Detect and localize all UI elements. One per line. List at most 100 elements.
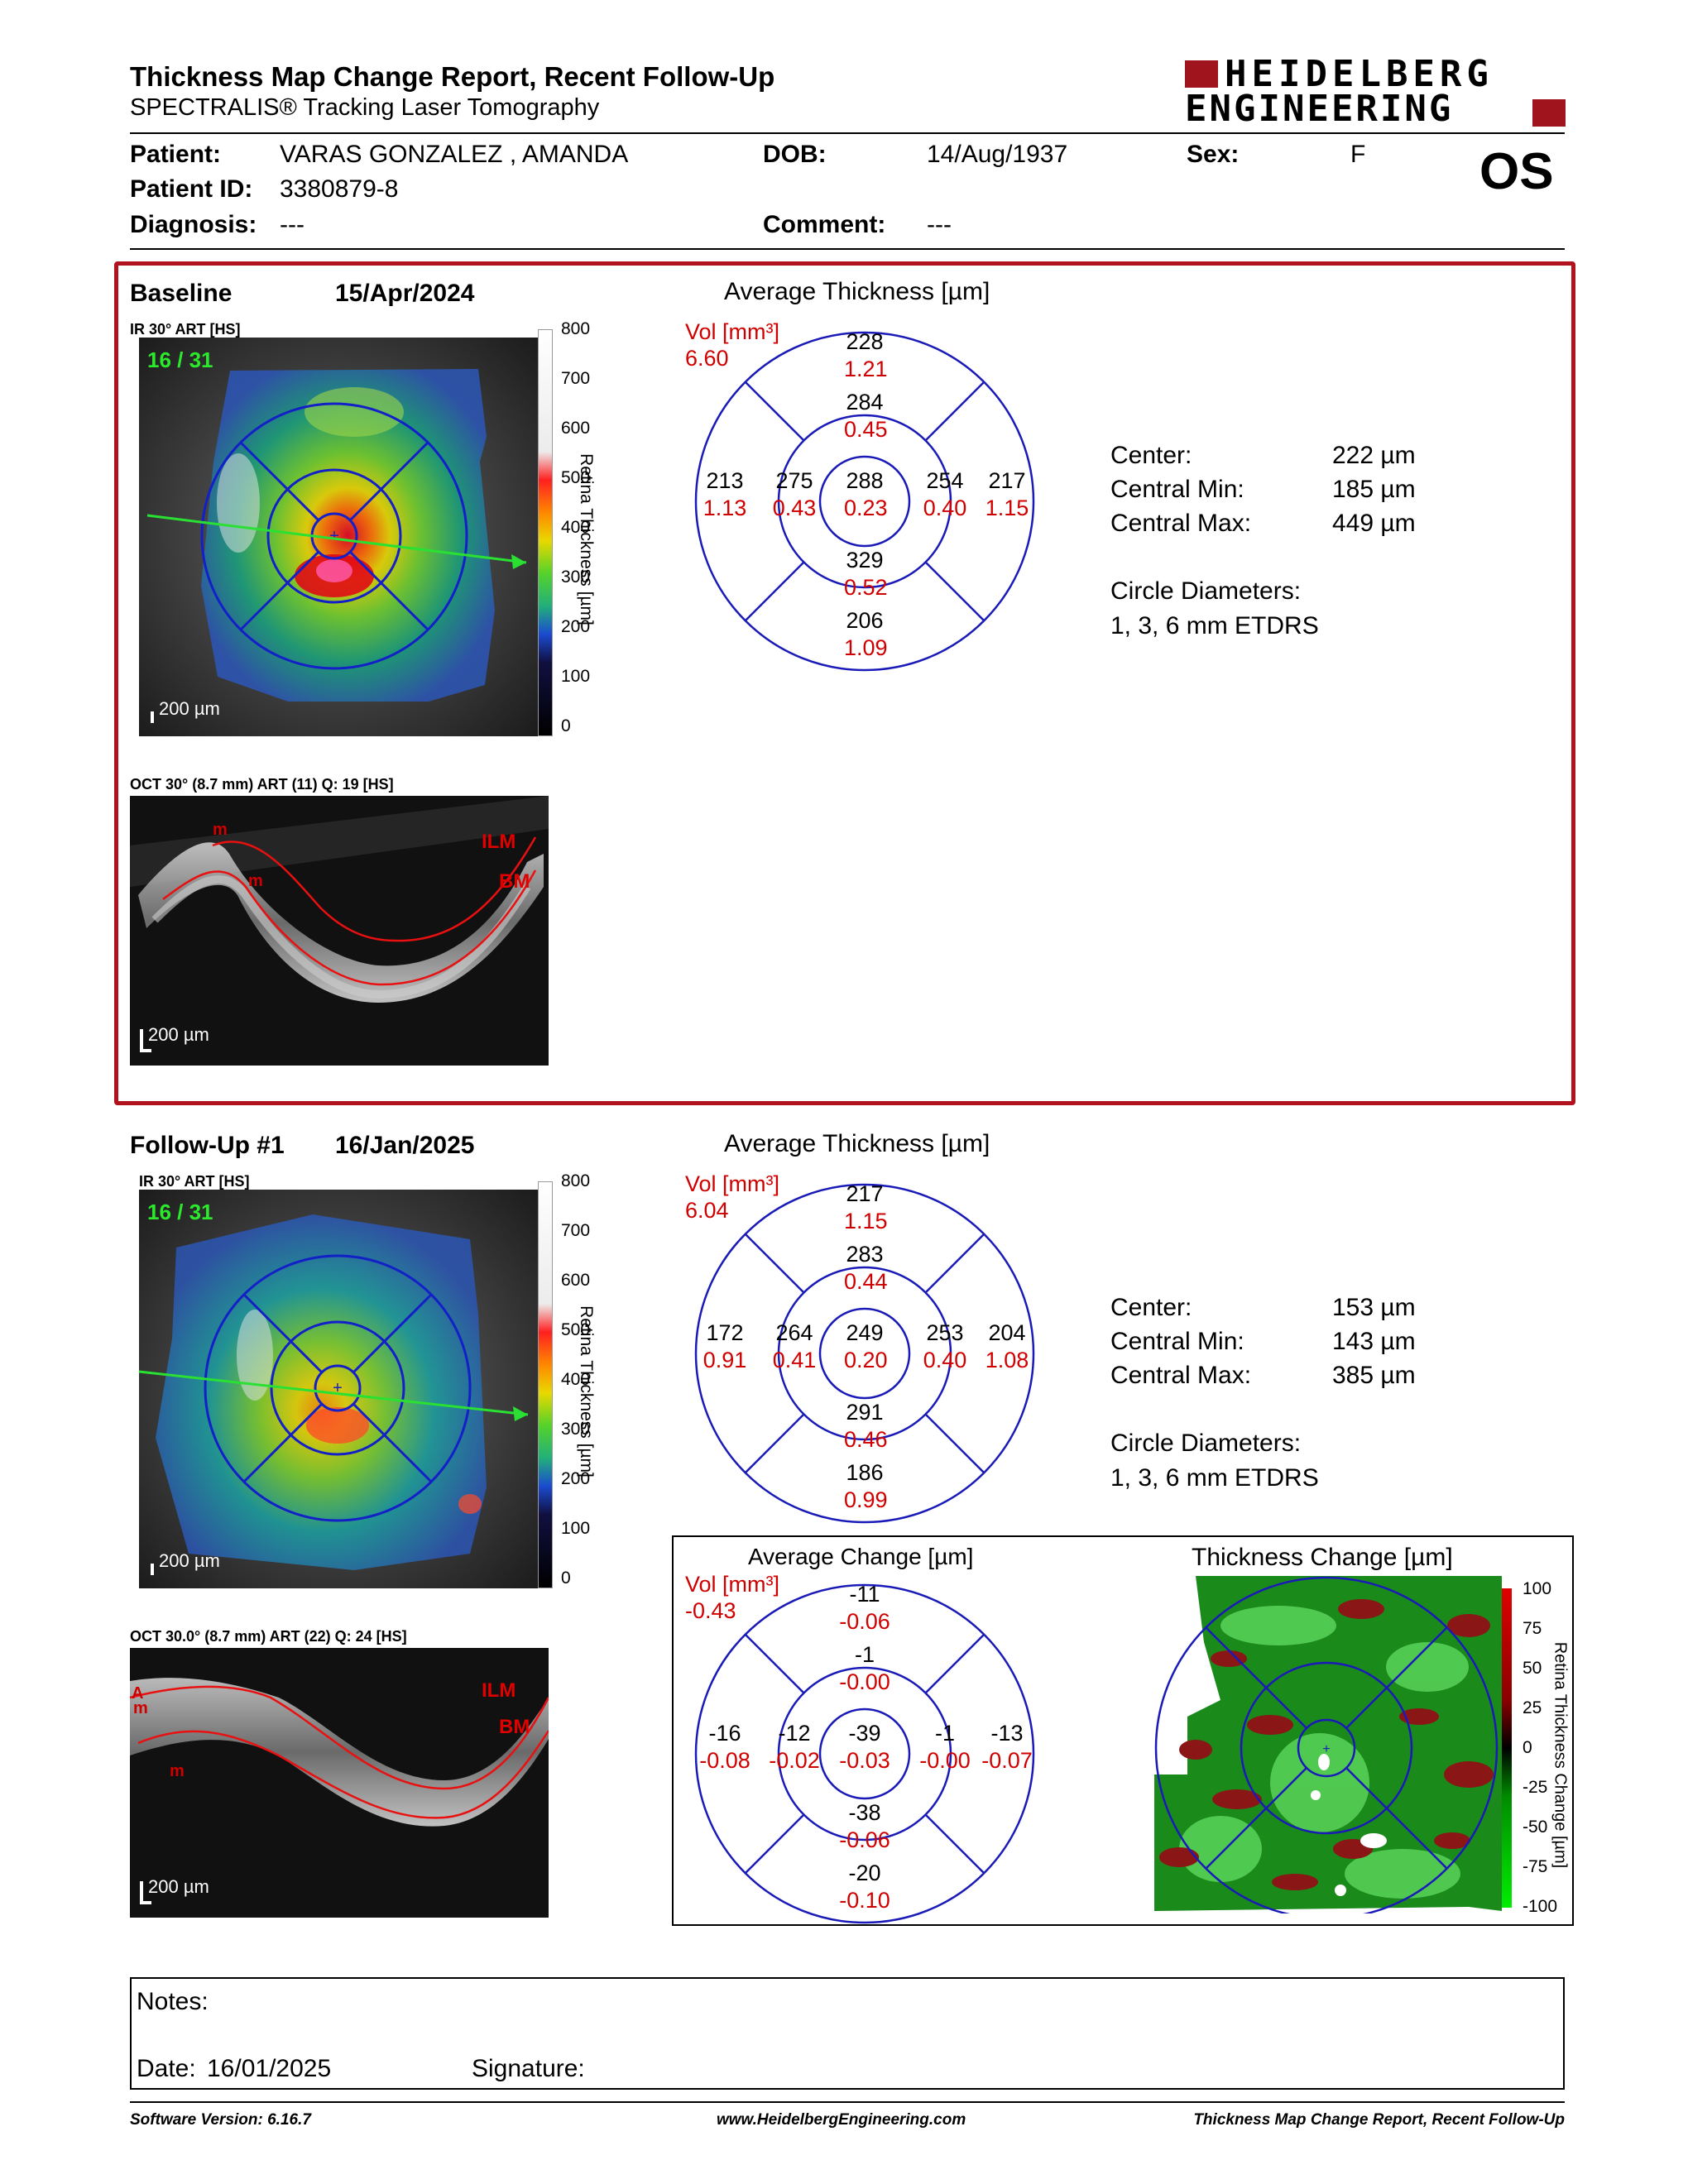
circle-label: Circle Diameters: <box>1110 1430 1302 1457</box>
baseline-scale-tick: 400 <box>561 518 591 537</box>
change-scale-tick: -50 <box>1523 1818 1548 1837</box>
followup-oct-m1: m <box>133 1699 148 1717</box>
baseline-scale-tick: 700 <box>561 369 591 388</box>
followup-scale-tick: 100 <box>561 1519 591 1538</box>
grid-value: 172 <box>706 1320 744 1345</box>
baseline-vol-total: 6.60 <box>685 346 729 371</box>
grid-volume: 0.40 <box>923 1348 967 1372</box>
grid-volume: 0.46 <box>844 1427 888 1452</box>
followup-scale-tick: 0 <box>561 1569 571 1588</box>
grid-volume: -0.08 <box>699 1748 750 1773</box>
patient-label: Patient: <box>130 141 222 168</box>
grid-value: 329 <box>846 548 884 572</box>
grid-value: -1 <box>854 1642 875 1667</box>
baseline-oct-scale: 200 µm <box>148 1024 209 1045</box>
grid-value: 275 <box>775 468 813 493</box>
grid-value: 217 <box>846 1181 884 1206</box>
grid-value: 204 <box>988 1320 1026 1345</box>
grid-value: 228 <box>846 329 884 354</box>
grid-volume: 1.15 <box>985 496 1029 520</box>
stat-value: 185 µm <box>1332 476 1416 503</box>
grid-value: 264 <box>775 1320 813 1345</box>
footer-website-link[interactable]: www.HeidelbergEngineering.com <box>717 2111 966 2129</box>
baseline-oct-m1: m <box>213 821 228 839</box>
followup-oct-scale: 200 µm <box>148 1876 209 1897</box>
baseline-ir-scale: 200 µm <box>159 698 220 719</box>
diagnosis-label: Diagnosis: <box>130 211 257 238</box>
eye-label: OS <box>1479 143 1554 200</box>
patient-name: VARAS GONZALEZ , AMANDA <box>280 141 629 168</box>
followup-scale-tick: 500 <box>561 1320 591 1339</box>
change-scale-tick: -75 <box>1523 1857 1548 1876</box>
grid-volume: -0.00 <box>919 1748 971 1773</box>
diagnosis-value: --- <box>280 211 305 238</box>
grid-volume: 1.21 <box>844 357 888 381</box>
followup-oct-ilm: ILM <box>482 1679 516 1702</box>
followup-oct-bm: BM <box>499 1716 530 1738</box>
grid-volume: 0.41 <box>772 1348 817 1372</box>
grid-volume: 1.09 <box>844 635 888 660</box>
grid-value: -13 <box>990 1721 1024 1746</box>
grid-value: -11 <box>849 1582 880 1607</box>
grid-volume: 0.91 <box>703 1348 747 1372</box>
grid-volume: 0.99 <box>844 1487 888 1512</box>
baseline-scale-tick: 200 <box>561 617 591 636</box>
baseline-colorbar <box>538 329 553 736</box>
baseline-scale-tick: 100 <box>561 667 591 686</box>
grid-value: -16 <box>708 1721 741 1746</box>
footer-rule <box>130 2101 1565 2103</box>
change-colorbar <box>1502 1588 1512 1908</box>
baseline-oct-image: m m ILM BM 200 µm <box>130 796 549 1066</box>
header-rule <box>130 132 1565 134</box>
grid-value: 206 <box>846 608 884 633</box>
change-scale-tick: 0 <box>1523 1738 1532 1757</box>
brand-logo: HEIDELBERG ENGINEERING <box>1185 53 1566 132</box>
grid-volume: 0.23 <box>844 496 888 520</box>
baseline-grid-title: Average Thickness [µm] <box>724 278 990 305</box>
grid-value: -39 <box>848 1721 881 1746</box>
followup-scale-tick: 400 <box>561 1370 591 1389</box>
followup-vol-label: Vol [mm³] <box>685 1171 780 1196</box>
baseline-scale-label: Retina Thickness [µm] <box>577 453 596 625</box>
baseline-oct-ilm: ILM <box>482 831 516 853</box>
change-scale-tick: 50 <box>1523 1659 1542 1678</box>
footer-software-version: Software Version: 6.16.7 <box>130 2111 311 2129</box>
grid-volume: -0.06 <box>839 1609 890 1634</box>
followup-scale-tick: 600 <box>561 1271 591 1290</box>
notes-box[interactable] <box>130 1977 1565 2090</box>
followup-date: 16/Jan/2025 <box>335 1132 475 1159</box>
grid-volume: 1.08 <box>985 1348 1029 1372</box>
change-scale-tick: 100 <box>1523 1579 1552 1598</box>
thickness-change-map: + <box>1154 1576 1502 1913</box>
grid-volume: 0.20 <box>844 1348 888 1372</box>
stat-value: 385 µm <box>1332 1362 1416 1389</box>
baseline-label: Baseline <box>130 280 233 307</box>
baseline-scale-tick: 800 <box>561 319 591 338</box>
baseline-date: 15/Apr/2024 <box>335 280 475 307</box>
baseline-vol-label: Vol [mm³] <box>685 319 780 344</box>
baseline-scale-tick: 0 <box>561 716 571 735</box>
signature-label: Signature: <box>472 2055 585 2082</box>
grid-volume: -0.07 <box>981 1748 1033 1773</box>
baseline-scale-tick: 500 <box>561 468 591 487</box>
grid-value: 253 <box>926 1320 964 1345</box>
baseline-scale-tick: 300 <box>561 568 591 587</box>
grid-value: 249 <box>846 1320 884 1345</box>
followup-scale-tick: 800 <box>561 1171 591 1190</box>
notes-date-label: Date: <box>137 2055 196 2082</box>
baseline-ir-scale-bar <box>151 711 154 723</box>
change-scale-tick: -100 <box>1523 1897 1558 1916</box>
patient-rule <box>130 248 1565 250</box>
stat-label: Central Min: <box>1110 1328 1244 1355</box>
followup-scale-label: Retina Thickness [µm] <box>577 1305 596 1478</box>
baseline-oct-caption: OCT 30° (8.7 mm) ART (11) Q: 19 [HS] <box>130 776 394 793</box>
grid-volume: -0.06 <box>839 1827 890 1852</box>
change-panel <box>672 1535 1574 1926</box>
change-vol-label: Vol [mm³] <box>685 1572 780 1597</box>
stat-value: 143 µm <box>1332 1328 1416 1355</box>
grid-value: 217 <box>988 468 1026 493</box>
logo-block-bottom <box>1532 99 1566 127</box>
stat-value: 153 µm <box>1332 1294 1416 1321</box>
patient-id: 3380879-8 <box>280 175 399 203</box>
grid-volume: 0.52 <box>844 575 888 600</box>
